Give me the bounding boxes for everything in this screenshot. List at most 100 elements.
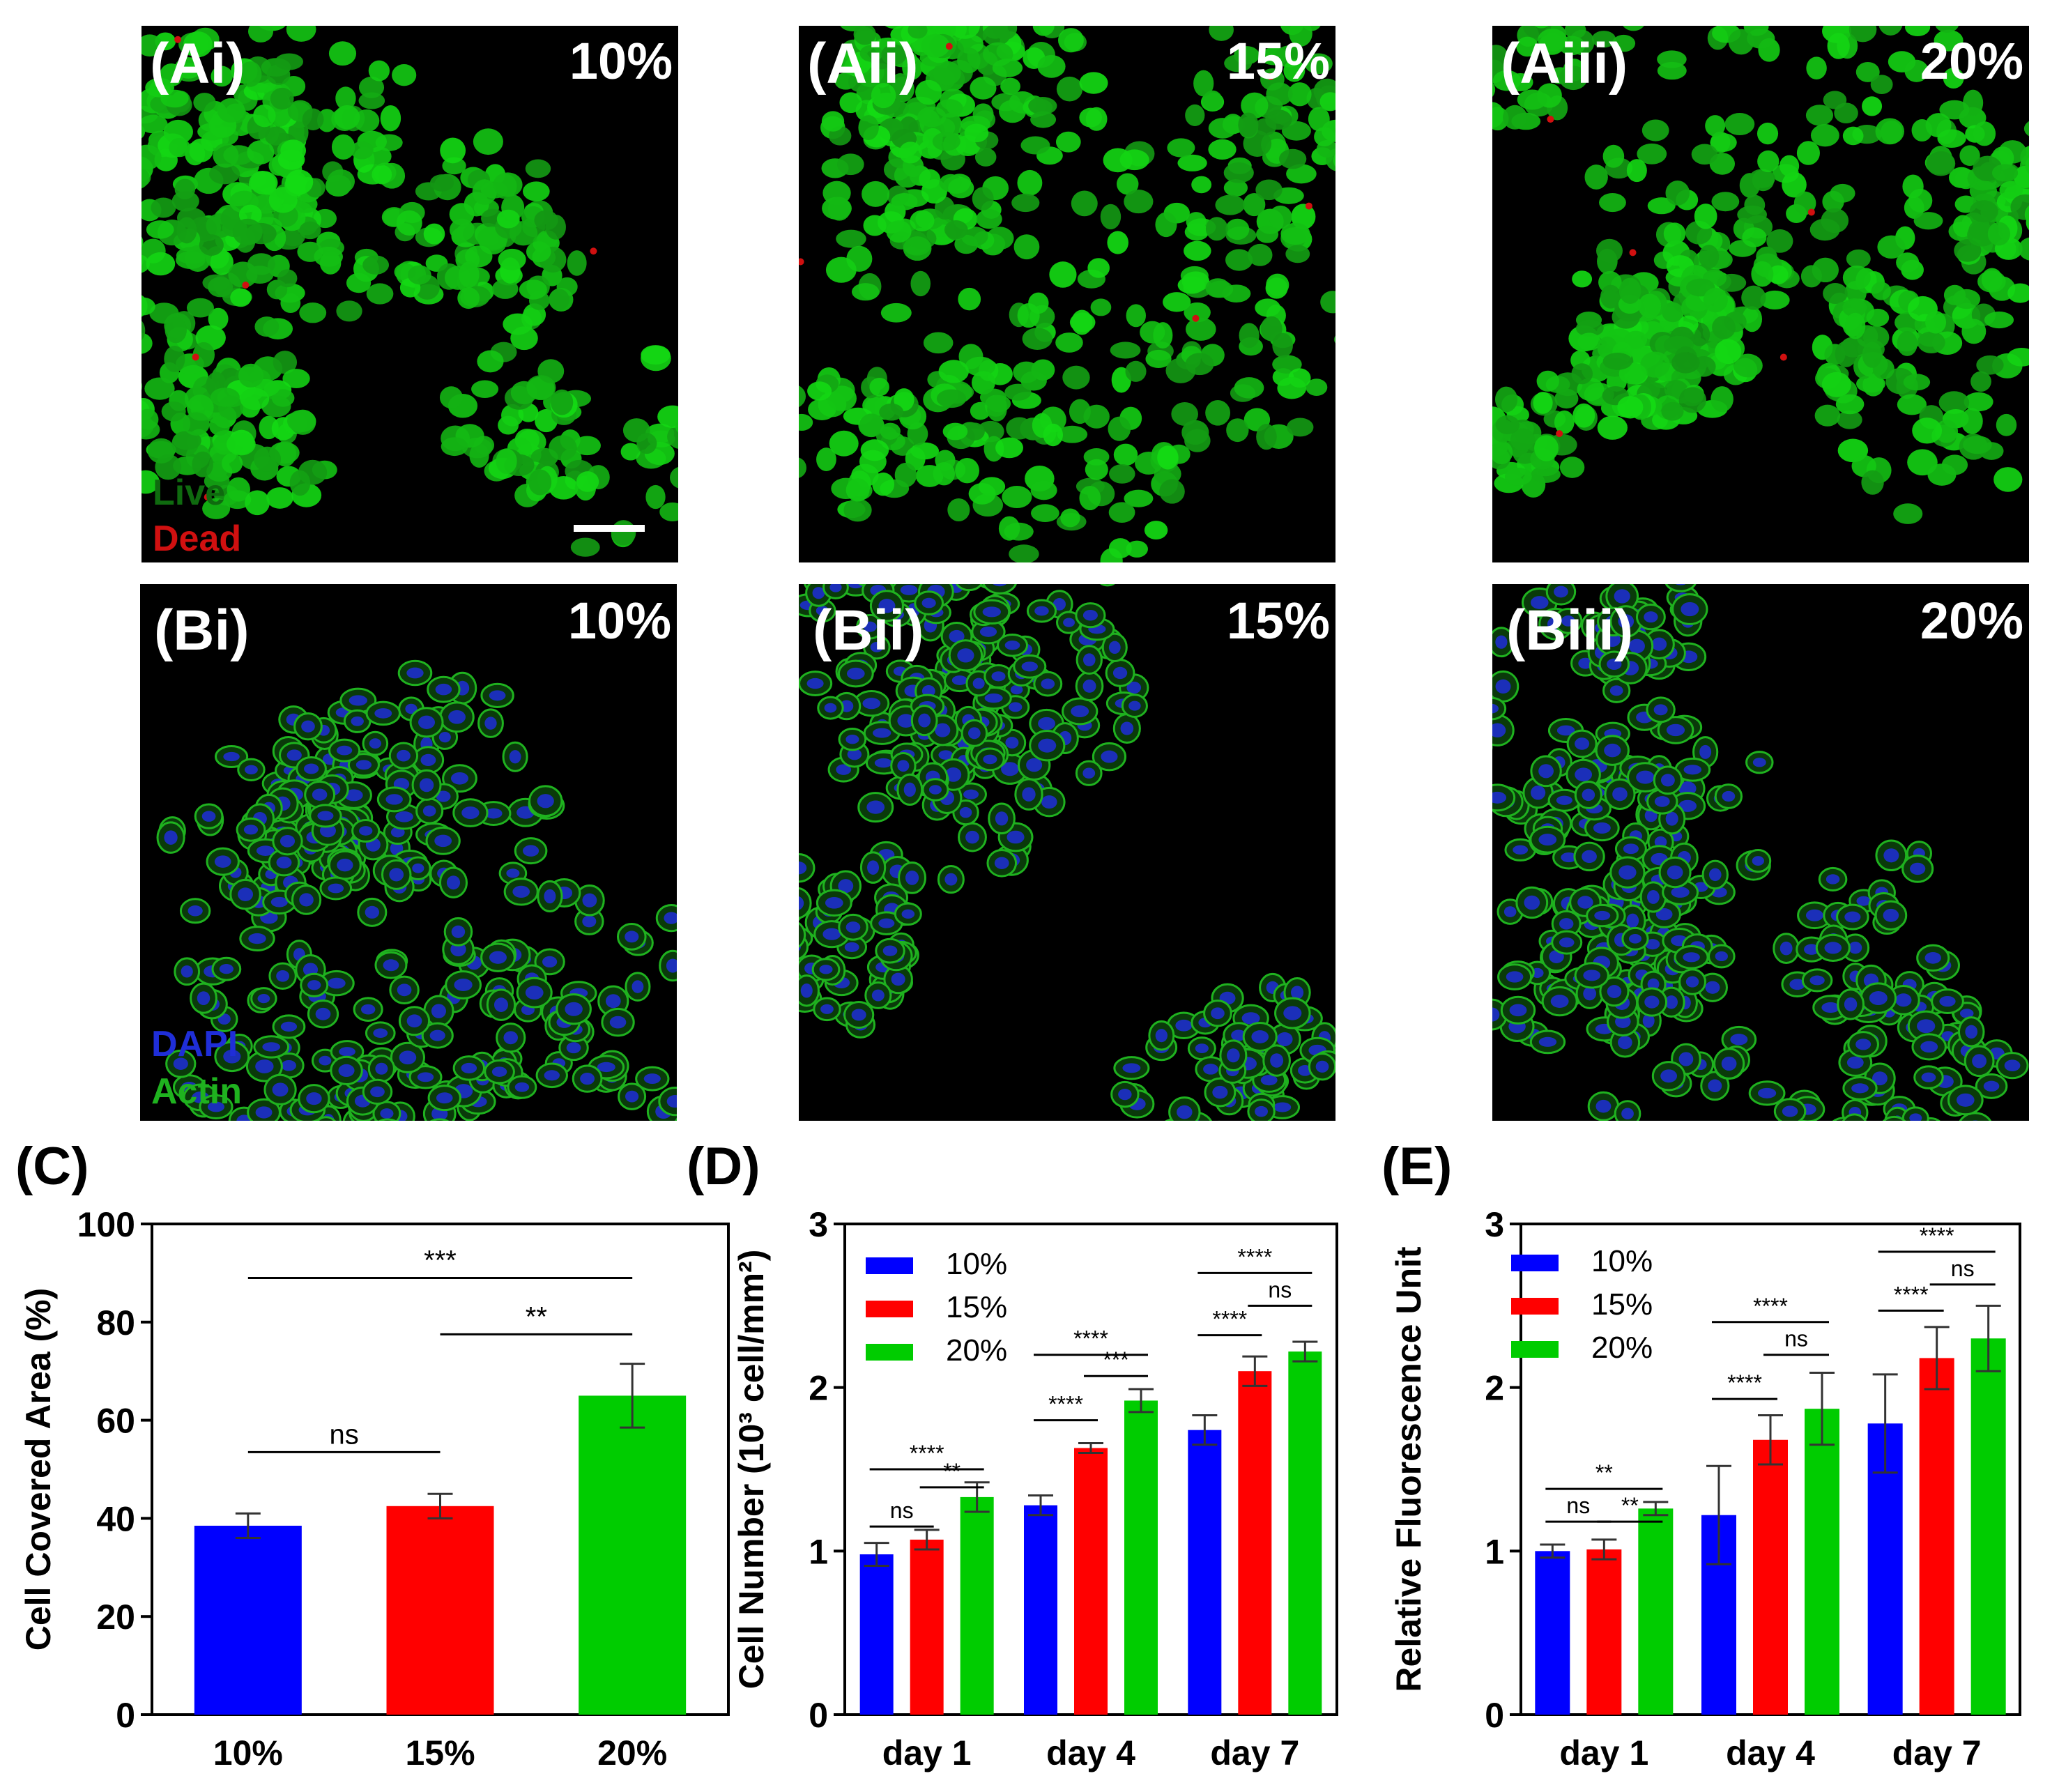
live-cell — [964, 123, 989, 143]
bar — [194, 1525, 302, 1715]
dapi-nucleus — [1010, 684, 1023, 695]
live-cell — [280, 293, 301, 314]
live-cell — [1508, 72, 1533, 92]
live-cell — [995, 437, 1024, 459]
live-cell — [1846, 249, 1871, 268]
legend-label: 20% — [1591, 1331, 1653, 1365]
live-cell — [936, 389, 967, 408]
dapi-nucleus — [1118, 1089, 1132, 1101]
actin-cell — [1100, 584, 1115, 587]
dapi-nucleus — [1647, 978, 1660, 990]
live-cell — [1941, 454, 1968, 475]
live-cell — [1239, 323, 1260, 349]
live-cell — [1224, 54, 1253, 72]
live-cell — [1533, 392, 1553, 414]
live-cell — [334, 105, 360, 130]
dapi-nucleus — [1699, 744, 1712, 759]
dapi-nucleus — [1492, 791, 1507, 804]
dapi-nucleus — [891, 972, 905, 986]
live-cell — [1013, 361, 1040, 383]
live-cell — [350, 141, 374, 160]
live-cell — [1017, 169, 1043, 196]
live-cell — [1069, 399, 1091, 424]
live-cell — [1564, 26, 1586, 39]
live-cell — [208, 307, 229, 330]
live-cell — [493, 172, 523, 197]
live-cell — [1283, 59, 1306, 82]
percent-label: 10% — [567, 592, 671, 650]
dapi-nucleus — [1026, 758, 1043, 772]
live-cell — [141, 408, 159, 430]
dapi-nucleus — [373, 1028, 388, 1038]
actin-cell — [429, 1118, 450, 1121]
dapi-nucleus — [582, 893, 597, 908]
dapi-nucleus — [901, 909, 915, 919]
live-cell — [1596, 238, 1623, 263]
dapi-nucleus — [863, 621, 877, 632]
dapi-nucleus — [1618, 614, 1635, 629]
dapi-nucleus — [984, 693, 1003, 703]
live-cell — [970, 401, 991, 420]
dapi-nucleus — [1721, 1056, 1737, 1071]
actin-cell — [378, 1118, 397, 1121]
dead-legend: Dead — [153, 519, 242, 559]
live-cell — [1641, 119, 1669, 141]
live-cell — [247, 140, 275, 164]
live-cell — [1281, 121, 1311, 141]
actin-cell — [1492, 696, 1507, 721]
y-tick-label: 60 — [96, 1402, 135, 1441]
cell-cluster-group — [1492, 584, 2029, 1121]
live-cell — [1938, 391, 1970, 414]
live-cell — [1492, 45, 1509, 71]
live-cell — [147, 438, 175, 464]
actin-cell — [1842, 1113, 1867, 1121]
dapi-nucleus — [1685, 976, 1699, 988]
dapi-nucleus — [1851, 1083, 1869, 1094]
dapi-nucleus — [1805, 909, 1823, 921]
live-cell — [1715, 339, 1742, 365]
live-cell — [1205, 278, 1230, 298]
dapi-nucleus — [245, 765, 258, 774]
dapi-nucleus — [1211, 1007, 1225, 1020]
live-cell — [871, 83, 896, 109]
live-cell — [1223, 179, 1248, 197]
live-cell — [968, 482, 996, 505]
live-cell — [1009, 544, 1039, 562]
bar — [1024, 1505, 1057, 1715]
live-cell — [1319, 92, 1335, 112]
dapi-nucleus — [406, 667, 424, 679]
live-cell — [1159, 479, 1185, 504]
live-cell — [2025, 157, 2029, 174]
dapi-nucleus — [897, 714, 914, 728]
live-cell — [1272, 355, 1302, 374]
dapi-nucleus — [248, 933, 266, 944]
live-cell — [380, 105, 401, 132]
dapi-nucleus — [397, 983, 412, 997]
live-cell — [1866, 308, 1890, 327]
live-cell — [439, 386, 463, 409]
live-cell — [947, 498, 970, 522]
live-cell-field — [1492, 26, 2029, 524]
live-cell — [955, 457, 979, 484]
dapi-nucleus — [1038, 738, 1057, 753]
dapi-nucleus — [238, 887, 254, 901]
actin-cell — [1664, 584, 1697, 592]
live-cell — [1108, 502, 1135, 523]
dapi-nucleus — [1583, 986, 1597, 1001]
live-cell — [2018, 237, 2029, 261]
live-cell — [280, 139, 307, 162]
y-tick-label: 0 — [1485, 1696, 1504, 1735]
live-cell — [880, 422, 901, 440]
live-cell — [1711, 192, 1740, 212]
dapi-nucleus — [396, 749, 411, 762]
dapi-nucleus — [399, 1050, 417, 1065]
live-cell — [1037, 54, 1066, 78]
legend-label: 10% — [946, 1247, 1007, 1281]
live-cell — [1517, 89, 1547, 110]
live-cell — [816, 447, 836, 471]
live-cell — [1756, 122, 1779, 145]
dapi-nucleus — [866, 800, 885, 814]
live-cell — [1862, 96, 1883, 116]
dapi-nucleus — [374, 708, 392, 719]
dapi-nucleus — [1939, 995, 1956, 1007]
